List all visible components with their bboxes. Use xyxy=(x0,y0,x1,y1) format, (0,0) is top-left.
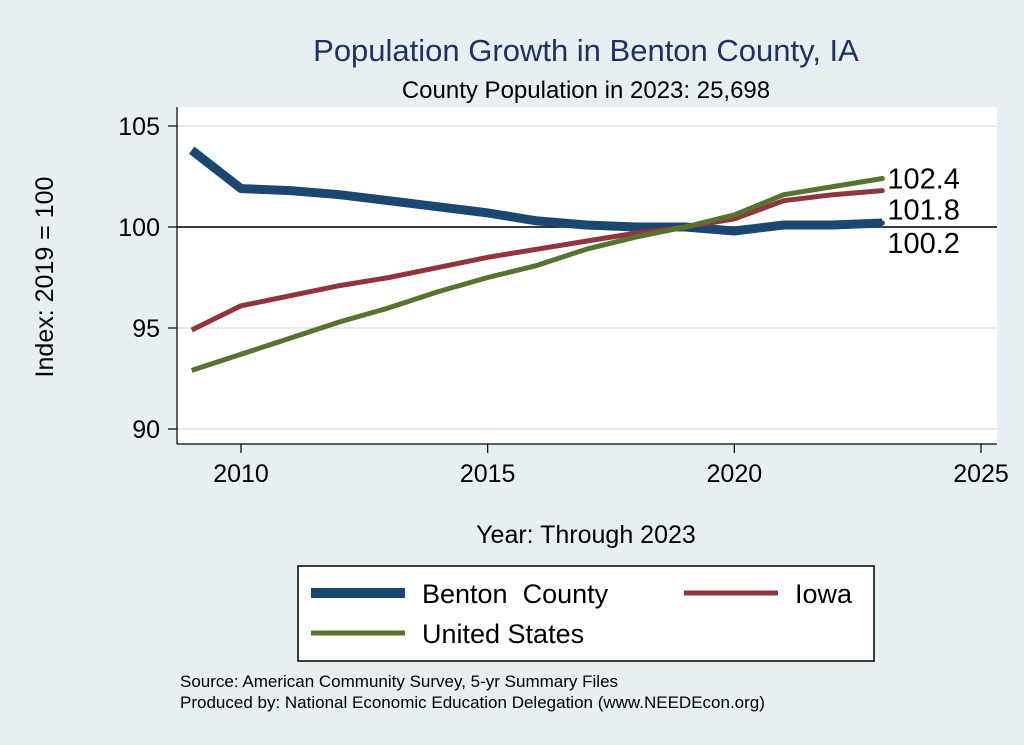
series-end-point-us xyxy=(879,176,885,182)
source-note: Source: American Community Survey, 5-yr … xyxy=(180,672,618,691)
series-line-iowa xyxy=(190,188,883,333)
end-label-us: 102.4 xyxy=(887,164,960,196)
y-axis-title: Index: 2019 = 100 xyxy=(31,177,59,378)
chart-subtitle: County Population in 2023: 25,698 xyxy=(402,77,770,104)
plot-area xyxy=(177,107,997,444)
legend-label-us: United States xyxy=(422,619,584,649)
end-label-iowa: 101.8 xyxy=(887,195,960,227)
legend-label-iowa: Iowa xyxy=(795,579,853,609)
x-tick-label-2015: 2015 xyxy=(460,460,516,488)
x-tick-label-2020: 2020 xyxy=(707,460,763,488)
y-axis-ticks: 90 95 100 105 xyxy=(118,113,177,444)
x-axis-ticks: 2010 2015 2020 2025 xyxy=(213,444,1009,488)
y-tick-label-105: 105 xyxy=(118,113,160,141)
end-label-benton: 100.2 xyxy=(887,228,960,260)
series-line-benton xyxy=(188,146,883,236)
legend-label-benton: Benton County xyxy=(422,579,609,609)
series-line-us xyxy=(190,176,883,373)
x-tick-label-2025: 2025 xyxy=(953,460,1009,488)
y-tick-label-100: 100 xyxy=(118,214,160,242)
y-tick-label-90: 90 xyxy=(132,416,160,444)
series-end-point-iowa xyxy=(879,188,885,194)
producer-note: Produced by: National Economic Education… xyxy=(180,693,765,712)
y-tick-label-95: 95 xyxy=(132,315,160,343)
series-lines xyxy=(188,146,885,373)
legend-box xyxy=(297,565,875,662)
chart-title: Population Growth in Benton County, IA xyxy=(313,33,859,68)
x-tick-label-2010: 2010 xyxy=(213,460,269,488)
series-end-point-benton xyxy=(879,220,885,226)
x-axis-title: Year: Through 2023 xyxy=(476,521,696,549)
